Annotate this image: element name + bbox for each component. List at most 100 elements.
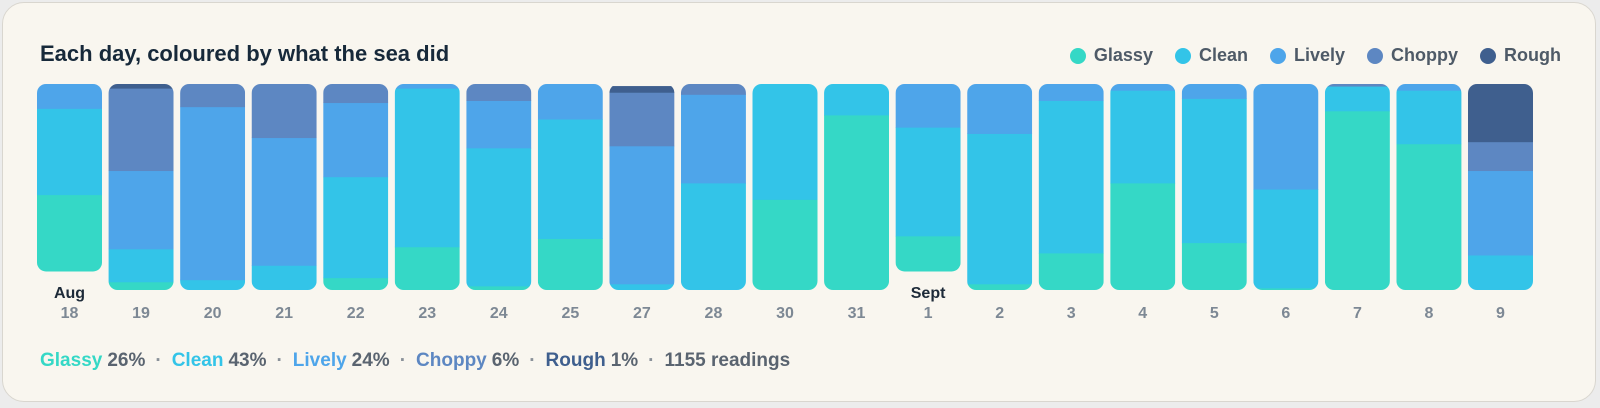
summary-category-clean: Clean <box>171 350 224 371</box>
segment-choppy-20 <box>180 84 246 108</box>
segment-glassy-25 <box>537 238 603 290</box>
bar-2 <box>967 84 1033 290</box>
segment-clean-24 <box>466 147 532 287</box>
segment-lively-21 <box>251 137 317 266</box>
segment-lively-22 <box>323 102 389 178</box>
segment-rough-19 <box>108 84 174 89</box>
tick-label-22: 22 <box>347 305 365 322</box>
summary-category-rough: Rough <box>545 350 606 371</box>
legend-label: Clean <box>1198 45 1248 65</box>
tick-label-25: 25 <box>561 305 579 322</box>
segment-clean-30 <box>752 84 818 200</box>
segment-clean-2 <box>967 133 1033 285</box>
segment-choppy-21 <box>251 84 317 139</box>
bar-24 <box>466 84 532 290</box>
segment-glassy-2 <box>967 283 1033 290</box>
segment-clean-28 <box>680 182 746 290</box>
tick-label-5: 5 <box>1210 305 1219 322</box>
bar-31 <box>824 84 890 290</box>
segment-clean-6 <box>1253 189 1319 289</box>
legend-label: Glassy <box>1093 45 1153 65</box>
summary-separator: · <box>529 350 536 371</box>
bar-30 <box>752 84 818 290</box>
legend-item-choppy: Choppy <box>1367 45 1458 66</box>
segment-lively-27 <box>609 145 675 285</box>
tick-label-31: 31 <box>848 305 866 322</box>
segment-lively-8 <box>1396 84 1462 91</box>
bar-21 <box>251 84 317 290</box>
bar-8 <box>1396 84 1462 290</box>
bar-1 <box>895 84 961 272</box>
legend-swatch-choppy <box>1367 47 1384 64</box>
segment-glassy-8 <box>1396 143 1462 290</box>
bar-20 <box>180 84 246 290</box>
segment-lively-4 <box>1110 84 1176 91</box>
summary-category-lively: Lively <box>292 350 347 371</box>
tick-label-2: 2 <box>995 305 1004 322</box>
segment-clean-19 <box>108 248 174 283</box>
segment-lively-28 <box>680 94 746 184</box>
segment-glassy-1 <box>895 235 961 272</box>
summary-percent-choppy: 6% <box>491 350 520 371</box>
tick-label-21: 21 <box>275 305 293 322</box>
summary-percent-glassy: 26% <box>107 350 146 371</box>
month-label-aug: Aug <box>54 285 85 302</box>
segment-choppy-19 <box>108 88 174 172</box>
segment-choppy-7 <box>1324 84 1390 87</box>
summary-category-glassy: Glassy <box>40 350 103 371</box>
bar-18 <box>37 84 102 272</box>
segment-lively-19 <box>108 170 174 250</box>
segment-clean-1 <box>895 127 961 237</box>
bar-28 <box>680 84 746 290</box>
tick-label-20: 20 <box>204 305 222 322</box>
segment-glassy-6 <box>1253 287 1319 290</box>
legend-swatch-lively <box>1269 47 1286 64</box>
segment-clean-8 <box>1396 90 1462 145</box>
segment-clean-23 <box>394 88 460 248</box>
segment-clean-5 <box>1181 98 1247 244</box>
tick-label-8: 8 <box>1424 305 1433 322</box>
segment-lively-20 <box>180 106 246 281</box>
segment-glassy-3 <box>1038 252 1104 290</box>
tick-label-27: 27 <box>633 305 651 322</box>
summary-category-choppy: Choppy <box>416 350 487 371</box>
bar-5 <box>1181 84 1247 290</box>
bar-23 <box>394 84 460 290</box>
segment-glassy-4 <box>1110 182 1176 290</box>
segment-lively-18 <box>37 84 102 109</box>
segment-clean-18 <box>37 108 102 196</box>
tick-label-1: 1 <box>924 305 933 322</box>
segment-clean-21 <box>251 265 317 290</box>
segment-lively-9 <box>1468 170 1533 256</box>
summary-separator: · <box>399 350 407 371</box>
legend-swatch-glassy <box>1069 47 1086 64</box>
summary-line: Glassy 26% · Clean 43% · Lively 24% · Choppy 6% · Ro… <box>40 350 790 372</box>
bar-6 <box>1253 84 1319 290</box>
segment-lively-3 <box>1038 84 1104 101</box>
month-label-sept: Sept <box>911 285 946 302</box>
legend: Glassy Clean Lively Choppy Rough <box>1069 45 1561 66</box>
legend-label: Lively <box>1293 45 1346 65</box>
segment-rough-27 <box>609 86 675 93</box>
bar-25 <box>537 84 603 290</box>
tick-label-9: 9 <box>1496 305 1505 322</box>
summary-separator: · <box>648 350 655 371</box>
legend-item-glassy: Glassy <box>1069 45 1153 66</box>
tick-label-30: 30 <box>776 305 794 322</box>
segment-glassy-19 <box>108 281 174 290</box>
segment-clean-22 <box>323 176 389 279</box>
segment-clean-27 <box>609 283 675 290</box>
chart-card: Each day, coloured by what the sea did G… <box>2 2 1596 402</box>
summary-percent-clean: 43% <box>228 350 267 371</box>
segment-glassy-7 <box>1324 110 1390 290</box>
tick-label-19: 19 <box>132 305 150 322</box>
segment-lively-25 <box>537 84 603 120</box>
segment-clean-25 <box>537 119 603 239</box>
summary-percent-lively: 24% <box>351 350 390 371</box>
segment-choppy-27 <box>609 92 675 147</box>
segment-choppy-28 <box>680 84 746 95</box>
segment-choppy-9 <box>1468 141 1533 172</box>
chart-title: Each day, coloured by what the sea did <box>40 41 450 66</box>
tick-label-7: 7 <box>1353 305 1362 322</box>
